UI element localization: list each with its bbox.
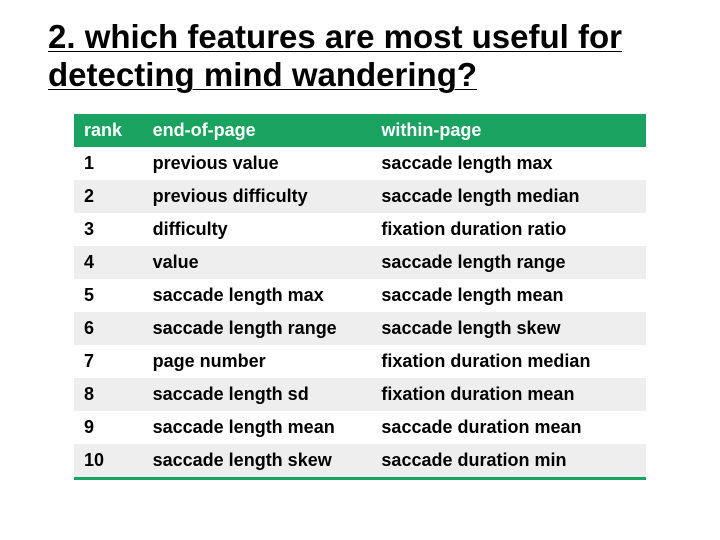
cell-rank: 6: [74, 312, 143, 345]
slide-title: 2. which features are most useful for de…: [44, 18, 676, 94]
table-row: 4 value saccade length range: [74, 246, 646, 279]
cell-end-of-page: previous difficulty: [143, 180, 372, 213]
cell-end-of-page: previous value: [143, 147, 372, 180]
cell-end-of-page: page number: [143, 345, 372, 378]
slide: 2. which features are most useful for de…: [0, 0, 720, 540]
cell-rank: 7: [74, 345, 143, 378]
cell-end-of-page: saccade length skew: [143, 444, 372, 479]
cell-end-of-page: difficulty: [143, 213, 372, 246]
cell-within-page: saccade duration min: [371, 444, 646, 479]
cell-within-page: saccade length median: [371, 180, 646, 213]
table-row: 6 saccade length range saccade length sk…: [74, 312, 646, 345]
cell-end-of-page: saccade length max: [143, 279, 372, 312]
col-header-within-page: within-page: [371, 114, 646, 147]
cell-rank: 10: [74, 444, 143, 479]
cell-rank: 2: [74, 180, 143, 213]
table-row: 1 previous value saccade length max: [74, 147, 646, 180]
cell-within-page: saccade length mean: [371, 279, 646, 312]
cell-within-page: saccade length skew: [371, 312, 646, 345]
feature-table-container: rank end-of-page within-page 1 previous …: [74, 114, 646, 480]
table-row: 3 difficulty fixation duration ratio: [74, 213, 646, 246]
cell-rank: 8: [74, 378, 143, 411]
table-row: 7 page number fixation duration median: [74, 345, 646, 378]
cell-rank: 4: [74, 246, 143, 279]
col-header-rank: rank: [74, 114, 143, 147]
cell-rank: 5: [74, 279, 143, 312]
table-row: 8 saccade length sd fixation duration me…: [74, 378, 646, 411]
table-row: 9 saccade length mean saccade duration m…: [74, 411, 646, 444]
cell-within-page: saccade length range: [371, 246, 646, 279]
table-row: 10 saccade length skew saccade duration …: [74, 444, 646, 479]
cell-rank: 1: [74, 147, 143, 180]
feature-table: rank end-of-page within-page 1 previous …: [74, 114, 646, 480]
cell-within-page: fixation duration mean: [371, 378, 646, 411]
cell-rank: 3: [74, 213, 143, 246]
cell-within-page: saccade duration mean: [371, 411, 646, 444]
table-row: 5 saccade length max saccade length mean: [74, 279, 646, 312]
cell-within-page: saccade length max: [371, 147, 646, 180]
cell-within-page: fixation duration ratio: [371, 213, 646, 246]
table-row: 2 previous difficulty saccade length med…: [74, 180, 646, 213]
cell-end-of-page: saccade length sd: [143, 378, 372, 411]
cell-end-of-page: saccade length range: [143, 312, 372, 345]
cell-end-of-page: value: [143, 246, 372, 279]
cell-rank: 9: [74, 411, 143, 444]
col-header-end-of-page: end-of-page: [143, 114, 372, 147]
cell-within-page: fixation duration median: [371, 345, 646, 378]
cell-end-of-page: saccade length mean: [143, 411, 372, 444]
table-header-row: rank end-of-page within-page: [74, 114, 646, 147]
